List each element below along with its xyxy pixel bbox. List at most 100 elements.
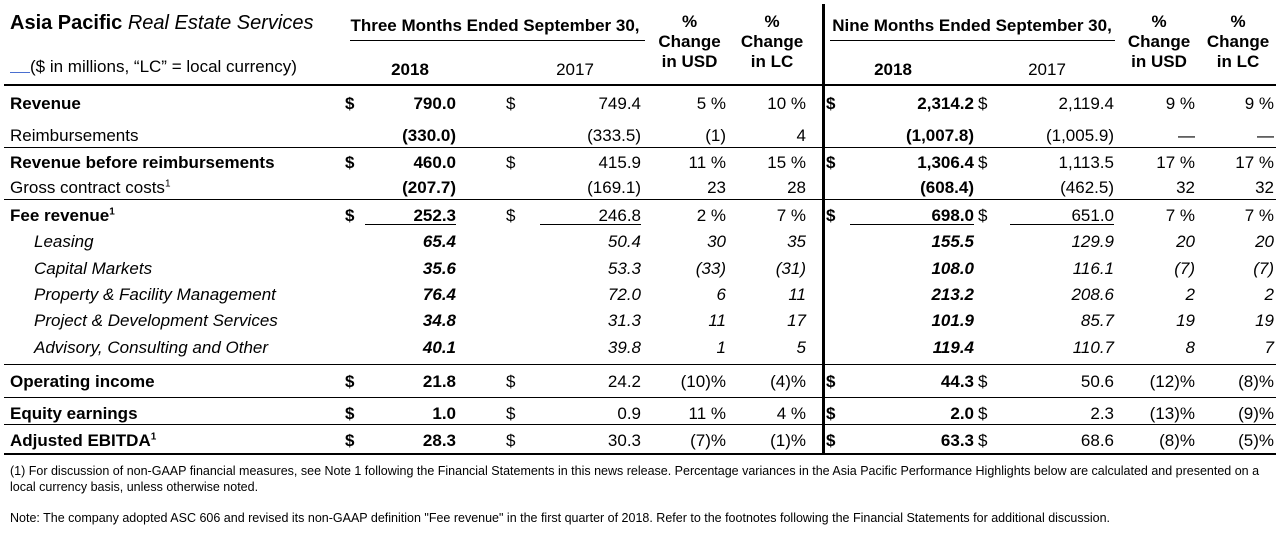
three-months-change-usd: 2 % <box>696 206 726 225</box>
currency-symbol: $ <box>506 404 516 423</box>
nine-months-2018-value: 1,306.4 <box>917 153 974 172</box>
subtotal-underline <box>365 224 456 225</box>
nine-months-2017-value: 85.7 <box>1080 311 1114 330</box>
nine-months-change-lc: 2 <box>1264 285 1274 304</box>
in-usd-label: in USD <box>1131 52 1187 71</box>
nine-months-2018-value: 101.9 <box>931 311 974 330</box>
row-label: Reimbursements <box>10 126 139 145</box>
nine-months-2017-value: 2,119.4 <box>1058 94 1114 113</box>
three-months-heading: Three Months Ended September 30, <box>350 16 640 35</box>
row-label: Project & Development Services <box>34 311 278 330</box>
three-months-2018-value: 40.1 <box>422 338 456 357</box>
subtotal-underline <box>540 147 641 148</box>
nine-months-change-lc: 7 <box>1264 338 1274 357</box>
currency-symbol: $ <box>826 153 836 172</box>
nine-months-change-lc: (9)% <box>1238 404 1274 423</box>
nine-months-2018-value: 155.5 <box>931 232 974 251</box>
three-months-2017-value: 246.8 <box>598 206 641 225</box>
pct-symbol: % <box>681 12 698 31</box>
nine-months-change-usd: 20 <box>1176 232 1195 251</box>
currency-symbol: $ <box>978 404 988 423</box>
currency-symbol: $ <box>826 206 836 225</box>
nine-months-change-lc: (8)% <box>1238 372 1274 391</box>
three-months-2017-value: (333.5) <box>587 126 641 145</box>
three-months-change-lc: 4 % <box>776 404 806 423</box>
three-months-change-usd: (33) <box>695 259 726 278</box>
currency-symbol: $ <box>506 372 516 391</box>
nine-months-2018-value: 44.3 <box>940 372 974 391</box>
table-title: Asia Pacific Real Estate Services <box>10 12 314 34</box>
nine-months-change-lc: — <box>1257 126 1274 145</box>
subtotal-underline <box>1010 147 1114 148</box>
table-title-bold: Asia Pacific <box>10 12 123 34</box>
three-months-change-usd: 6 <box>716 285 726 304</box>
nine-months-change-usd: (7) <box>1174 259 1195 278</box>
three-months-change-usd: 5 % <box>696 94 726 113</box>
footnote-1: (1) For discussion of non-GAAP financial… <box>10 464 1260 494</box>
nine-months-change-usd: (12)% <box>1149 372 1195 391</box>
in-lc-label: in LC <box>750 52 794 71</box>
three-months-2017-value: 31.3 <box>607 311 641 330</box>
currency-symbol: $ <box>978 94 988 113</box>
row-label: Adjusted EBITDA1 <box>10 431 156 451</box>
three-months-change-usd: 11 <box>708 311 726 330</box>
three-months-2017-value: 24.2 <box>607 372 641 391</box>
three-months-2017-value: 50.4 <box>607 232 641 251</box>
nine-months-2018-value: (608.4) <box>920 178 974 197</box>
nine-months-2017-value: 1,113.5 <box>1058 153 1114 172</box>
three-months-change-lc: 11 <box>788 285 806 304</box>
currency-symbol: $ <box>978 153 988 172</box>
three-months-change-lc: 35 <box>787 232 806 251</box>
three-months-2017-value: 749.4 <box>598 94 641 113</box>
row-label: Fee revenue1 <box>10 206 115 226</box>
currency-symbol: $ <box>978 372 988 391</box>
nine-months-change-usd: 17 % <box>1156 153 1195 172</box>
three-months-2018-value: 21.8 <box>422 372 456 391</box>
period-separator <box>822 4 825 455</box>
three-months-change-lc: 4 <box>796 126 806 145</box>
table-title-italic: Real Estate Services <box>127 12 314 34</box>
currency-symbol: $ <box>506 206 516 225</box>
nine-months-2018-value: 213.2 <box>931 285 974 304</box>
subtotal-underline <box>1010 224 1114 225</box>
three-months-2018-value: 28.3 <box>422 431 456 450</box>
three-months-change-lc: (31) <box>775 259 806 278</box>
footnote-2: Note: The company adopted ASC 606 and re… <box>10 511 1111 525</box>
footnote-marker: 1 <box>150 431 157 443</box>
three-months-2018-value: 76.4 <box>422 285 456 304</box>
nine-months-2017-value: 208.6 <box>1071 285 1114 304</box>
currency-symbol: $ <box>506 431 516 450</box>
nine-months-2017-value: 116.1 <box>1072 259 1114 278</box>
currency-symbol: $ <box>826 372 836 391</box>
nine-months-lc-heading: % Change in LC <box>1200 12 1276 72</box>
footnote-marker: 1 <box>164 178 171 190</box>
three-months-change-lc: (4)% <box>770 372 806 391</box>
nine-months-2017-value: 50.6 <box>1080 372 1114 391</box>
nine-months-change-lc: 17 % <box>1235 153 1274 172</box>
row-label: Revenue <box>10 94 81 113</box>
nine-months-2017-value: 2.3 <box>1090 404 1114 423</box>
subtotal-underline <box>365 147 456 148</box>
three-months-2018-value: 460.0 <box>413 153 456 172</box>
nine-months-change-lc: 32 <box>1255 178 1274 197</box>
nine-months-2018-value: 2,314.2 <box>917 94 974 113</box>
header-rule <box>830 40 1115 41</box>
nine-months-2017-value: (462.5) <box>1060 178 1114 197</box>
nine-months-change-lc: (5)% <box>1238 431 1274 450</box>
nine-months-2017-value: 68.6 <box>1080 431 1114 450</box>
row-label: Property & Facility Management <box>34 285 276 304</box>
change-label: Change <box>658 32 721 51</box>
nine-months-change-lc: 19 <box>1255 311 1274 330</box>
three-months-change-lc: 15 % <box>767 153 806 172</box>
subtotal-underline <box>850 147 974 148</box>
nine-months-change-usd: (13)% <box>1149 404 1195 423</box>
nine-months-2018-heading: 2018 <box>874 60 912 79</box>
row-label: Advisory, Consulting and Other <box>34 338 269 357</box>
three-months-change-usd: 1 <box>716 338 726 357</box>
three-months-2018-value: (207.7) <box>402 178 456 197</box>
currency-symbol: $ <box>826 431 836 450</box>
nine-months-2017-value: 110.7 <box>1072 338 1114 357</box>
three-months-change-usd: 11 % <box>688 153 727 172</box>
row-rule <box>4 199 1276 200</box>
